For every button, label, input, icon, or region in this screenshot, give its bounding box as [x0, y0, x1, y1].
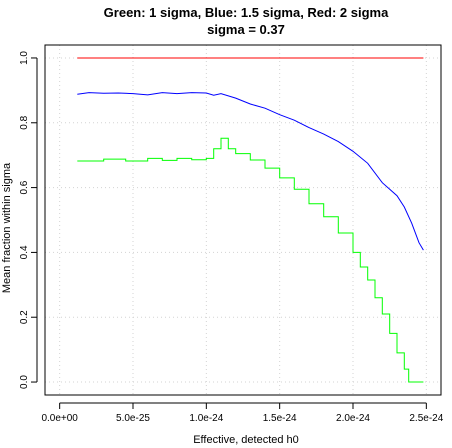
y-tick-label: 0.6	[19, 180, 30, 194]
x-tick-label: 1.5e-24	[263, 413, 297, 424]
series-line-1	[77, 92, 424, 251]
grid	[45, 45, 441, 395]
chart-subtitle: sigma = 0.37	[207, 22, 285, 37]
x-tick-label: 5.0e-25	[116, 413, 150, 424]
x-tick-label: 2.5e-24	[409, 413, 443, 424]
x-axis-label: Effective, detected h0	[193, 434, 299, 446]
plot-frame	[44, 44, 442, 396]
y-axis-label: Mean fraction within sigma	[1, 162, 13, 293]
series-group	[77, 57, 424, 383]
series-line-2	[77, 137, 424, 383]
y-tick-label: 0.2	[19, 310, 30, 324]
x-tick-label: 0.0e+00	[41, 413, 78, 424]
y-tick-label: 1.0	[19, 51, 30, 65]
chart-title: Green: 1 sigma, Blue: 1.5 sigma, Red: 2 …	[104, 5, 389, 20]
y-tick-label: 0.8	[19, 115, 30, 129]
x-tick-label: 2.0e-24	[336, 413, 370, 424]
y-tick-label: 0.0	[19, 375, 30, 389]
axes: 0.0e+00 5.0e-25 1.0e-24 1.5e-24 2.0e-24 2.5e-…	[19, 51, 444, 424]
x-tick-label: 1.0e-24	[189, 413, 223, 424]
y-tick-label: 0.4	[19, 245, 30, 259]
